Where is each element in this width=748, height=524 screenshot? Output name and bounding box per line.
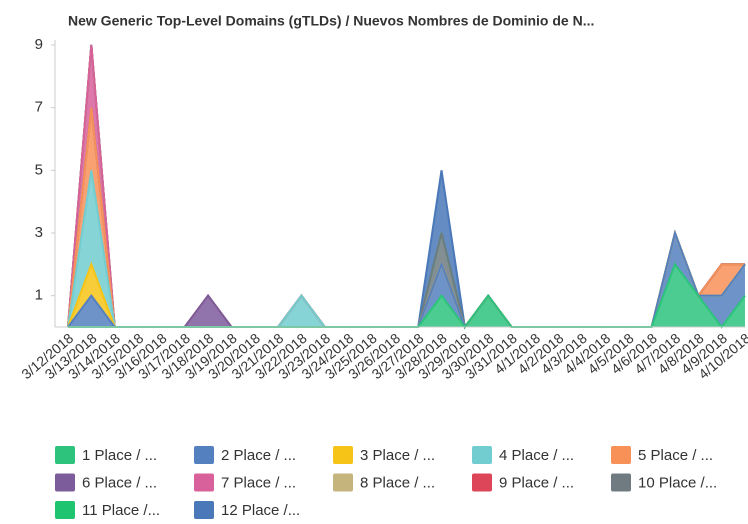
area-line [67, 44, 745, 330]
area-fill [68, 45, 745, 327]
legend-label: 10 Place /... [638, 474, 717, 491]
legend-label: 5 Place / ... [638, 447, 713, 464]
area-fill [68, 45, 745, 327]
legend-swatch [611, 473, 631, 492]
legend-swatch [611, 446, 631, 464]
legend-label: 8 Place / ... [360, 474, 435, 491]
area-line [67, 170, 746, 330]
area-fill [68, 107, 745, 328]
legend-swatch [472, 446, 492, 464]
area-fill [68, 107, 745, 328]
area-line [67, 229, 746, 330]
legend-label: 11 Place /... [82, 502, 160, 519]
area-fill [68, 264, 745, 327]
area-line [68, 262, 746, 329]
area-fill [68, 45, 745, 327]
area-line [67, 44, 745, 330]
area-fill [68, 170, 745, 327]
y-tick-label: 7 [35, 99, 43, 116]
legend-swatch [55, 473, 75, 492]
legend-label: 4 Place / ... [499, 447, 574, 464]
area-line [67, 107, 745, 330]
area-line [67, 44, 745, 330]
y-tick-label: 1 [35, 287, 43, 304]
area-fill [68, 45, 745, 327]
y-tick-label: 3 [35, 224, 43, 241]
y-tick-label: 9 [35, 36, 43, 53]
area-fill [68, 233, 745, 327]
area-line [67, 44, 745, 330]
legend-swatch [194, 473, 214, 492]
chart-title: New Generic Top-Level Domains (gTLDs) / … [68, 13, 594, 29]
legend-label: 12 Place /... [221, 502, 300, 519]
area-fill [68, 45, 745, 327]
legend-label: 3 Place / ... [360, 447, 435, 464]
area-fill [68, 45, 745, 327]
legend-swatch [333, 473, 353, 492]
y-tick-label: 5 [35, 161, 43, 178]
legend-swatch [194, 446, 214, 464]
legend-swatch [55, 501, 75, 519]
legend-swatch [333, 446, 353, 464]
legend-swatch [472, 473, 492, 492]
area-line [67, 44, 745, 330]
legend-label: 2 Place / ... [221, 447, 296, 464]
area-line [67, 107, 745, 330]
area-fill [68, 233, 745, 327]
legend-label: 9 Place / ... [499, 474, 574, 491]
legend-swatch [55, 446, 75, 464]
legend-label: 6 Place / ... [82, 474, 157, 491]
legend-label: 7 Place / ... [221, 474, 296, 491]
legend-label: 1 Place / ... [82, 447, 157, 464]
area-line [67, 229, 746, 330]
area-line [67, 44, 745, 330]
legend-swatch [194, 501, 214, 519]
